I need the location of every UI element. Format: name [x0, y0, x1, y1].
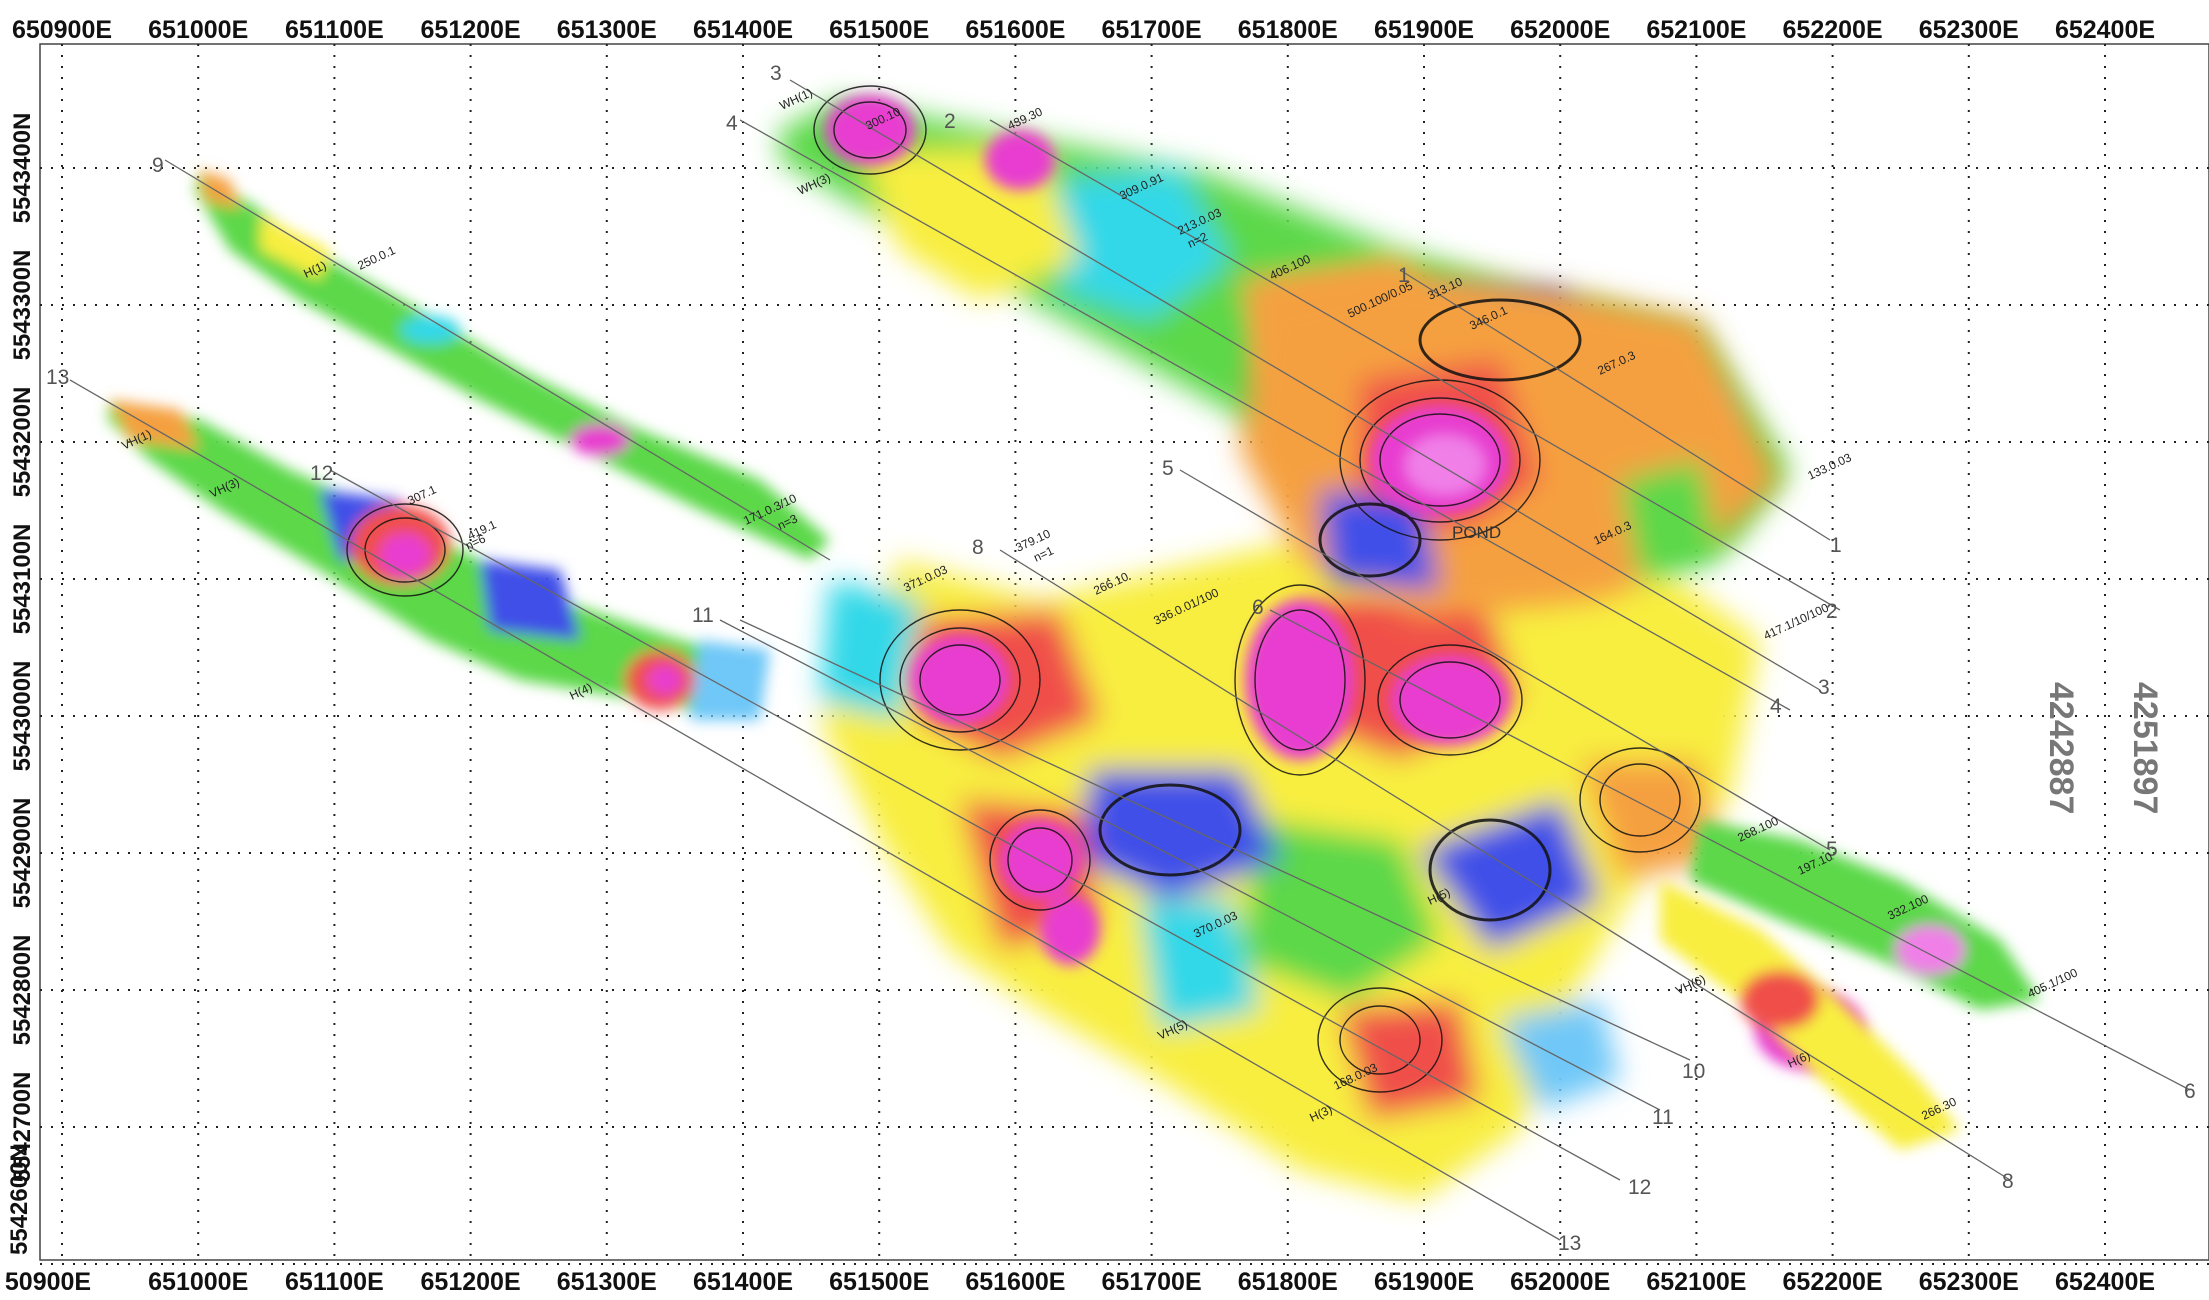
top-easting-label: 651400E [693, 16, 793, 44]
bottom-easting-label: 651000E [148, 1268, 248, 1296]
strip-west-lightblue [690, 640, 770, 720]
upper-magenta-2 [985, 130, 1055, 190]
top-easting-label: 651000E [148, 16, 248, 44]
top-easting-label: 651300E [557, 16, 657, 44]
line-label-9-start: 9 [152, 154, 164, 177]
line-label-8-end: 8 [2002, 1170, 2014, 1193]
top-easting-label: 652100E [1646, 16, 1746, 44]
bottom-easting-label: 652000E [1510, 1268, 1610, 1296]
central-magenta-5 [1040, 895, 1100, 965]
band-upper-cyan [1060, 170, 1230, 320]
survey-lines [69, 79, 2191, 1241]
strip-nw [195, 170, 830, 560]
side-label-1: 4242887 [2042, 682, 2080, 814]
top-easting-label: 652300E [1919, 16, 2019, 44]
line-label-5-end: 5 [1826, 838, 1838, 861]
line-label-6-end: 6 [2184, 1080, 2196, 1103]
pond-pink-core [1405, 435, 1485, 495]
strip-west-orange [110, 400, 200, 450]
line-label-2-start: 2 [944, 110, 956, 133]
axis-labels: 650900E 50900E 651000E 651000E 651100E 651100… [5, 16, 2155, 1296]
strip-west-magenta [379, 533, 431, 577]
bottom-easting-label: 651100E [285, 1268, 384, 1296]
bottom-easting-label: 652400E [2055, 1268, 2155, 1296]
top-easting-label: 651700E [1102, 16, 1202, 44]
top-easting-label: 651800E [1238, 16, 1338, 44]
block-pond-blue [1320, 490, 1440, 590]
left-northing-label: 5542800N [9, 935, 36, 1046]
central-magenta-2 [1245, 600, 1355, 760]
left-northing-label: 5542700N [9, 1072, 36, 1183]
strip-west-blue-2 [480, 560, 580, 640]
line-label-2-end: 2 [1826, 600, 1838, 623]
left-northing-label: 5543000N [9, 661, 36, 772]
central-magenta-4 [1000, 820, 1080, 900]
corner-northing-label: 5542600N [6, 1144, 33, 1255]
bottom-easting-label: 652300E [1919, 1268, 2019, 1296]
bottom-easting-label: 651800E [1238, 1268, 1338, 1296]
line-label-3-start: 3 [770, 62, 782, 85]
bottom-easting-label: 652200E [1783, 1268, 1883, 1296]
line-label-1-start: 1 [1398, 264, 1410, 287]
strip-nw-cyan [400, 316, 460, 344]
left-northing-label: 5543400N [9, 113, 36, 224]
line-label-13-end: 13 [1558, 1232, 1581, 1255]
top-easting-label: 651100E [285, 16, 384, 44]
central-magenta-3 [1390, 655, 1510, 745]
bottom-easting-label: 651300E [557, 1268, 657, 1296]
line-label-12-start: 12 [310, 462, 333, 485]
top-easting-label: 651900E [1374, 16, 1474, 44]
top-easting-label: 650900E [12, 16, 112, 44]
upper-magenta-1 [825, 95, 915, 165]
left-northing-label: 5543100N [9, 524, 36, 635]
block-central-green [1240, 820, 1440, 1000]
line-label-8-start: 8 [972, 536, 984, 559]
strip-nw-magenta [570, 424, 630, 456]
line-numbers: 1 1 2 2 3 3 4 4 5 5 6 6 8 8 9 10 11 11 1… [46, 62, 2196, 1255]
pond-label: POND [1452, 523, 1501, 542]
top-easting-label: 651200E [421, 16, 521, 44]
line-label-4-end: 4 [1770, 695, 1782, 718]
line-label-6-start: 6 [1252, 596, 1264, 619]
block-central-lightblue [1500, 1000, 1620, 1110]
bottom-easting-label: 651600E [965, 1268, 1065, 1296]
line-label-11-start: 11 [692, 604, 714, 627]
top-easting-label: 652200E [1783, 16, 1883, 44]
tail-line-6-pink [1895, 925, 1965, 975]
line-label-1-end: 1 [1830, 534, 1842, 557]
line-label-13-start: 13 [46, 366, 69, 389]
strip-nw-yellow [260, 215, 330, 280]
side-label-2: 4251897 [2126, 682, 2164, 814]
line-label-10-end: 10 [1682, 1060, 1705, 1083]
resistivity-heatmap [108, 95, 2040, 1200]
line-label-12-end: 12 [1628, 1176, 1651, 1199]
block-pond-green [1620, 460, 1720, 580]
top-easting-label: 651500E [829, 16, 929, 44]
strip-nw-orange [200, 170, 240, 210]
top-easting-label: 651600E [965, 16, 1065, 44]
bottom-easting-label: 651700E [1102, 1268, 1202, 1296]
left-northing-label: 5543300N [9, 250, 36, 361]
block-central-blue-2 [1420, 800, 1600, 950]
line-label-5-start: 5 [1162, 457, 1174, 480]
bottom-easting-label: 50900E [5, 1268, 91, 1296]
line-label-4-start: 4 [726, 112, 738, 135]
line-label-3-end: 3 [1818, 676, 1830, 699]
tail-line-8-red [1740, 970, 1820, 1030]
bottom-easting-label: 651900E [1374, 1268, 1474, 1296]
bottom-easting-label: 651200E [421, 1268, 521, 1296]
top-easting-label: 652000E [1510, 16, 1610, 44]
bottom-easting-label: 651400E [693, 1268, 793, 1296]
left-northing-label: 5543200N [9, 387, 36, 498]
block-central-red-4 [1340, 1000, 1480, 1120]
central-magenta-1 [910, 635, 1010, 725]
bottom-easting-label: 651500E [829, 1268, 929, 1296]
strip-west-magenta-2 [647, 665, 683, 695]
left-northing-label: 5542900N [9, 798, 36, 909]
line-label-11-end: 11 [1652, 1106, 1674, 1129]
bottom-easting-label: 652100E [1646, 1268, 1746, 1296]
contour-lines [346, 85, 1701, 1093]
top-easting-label: 652400E [2055, 16, 2155, 44]
